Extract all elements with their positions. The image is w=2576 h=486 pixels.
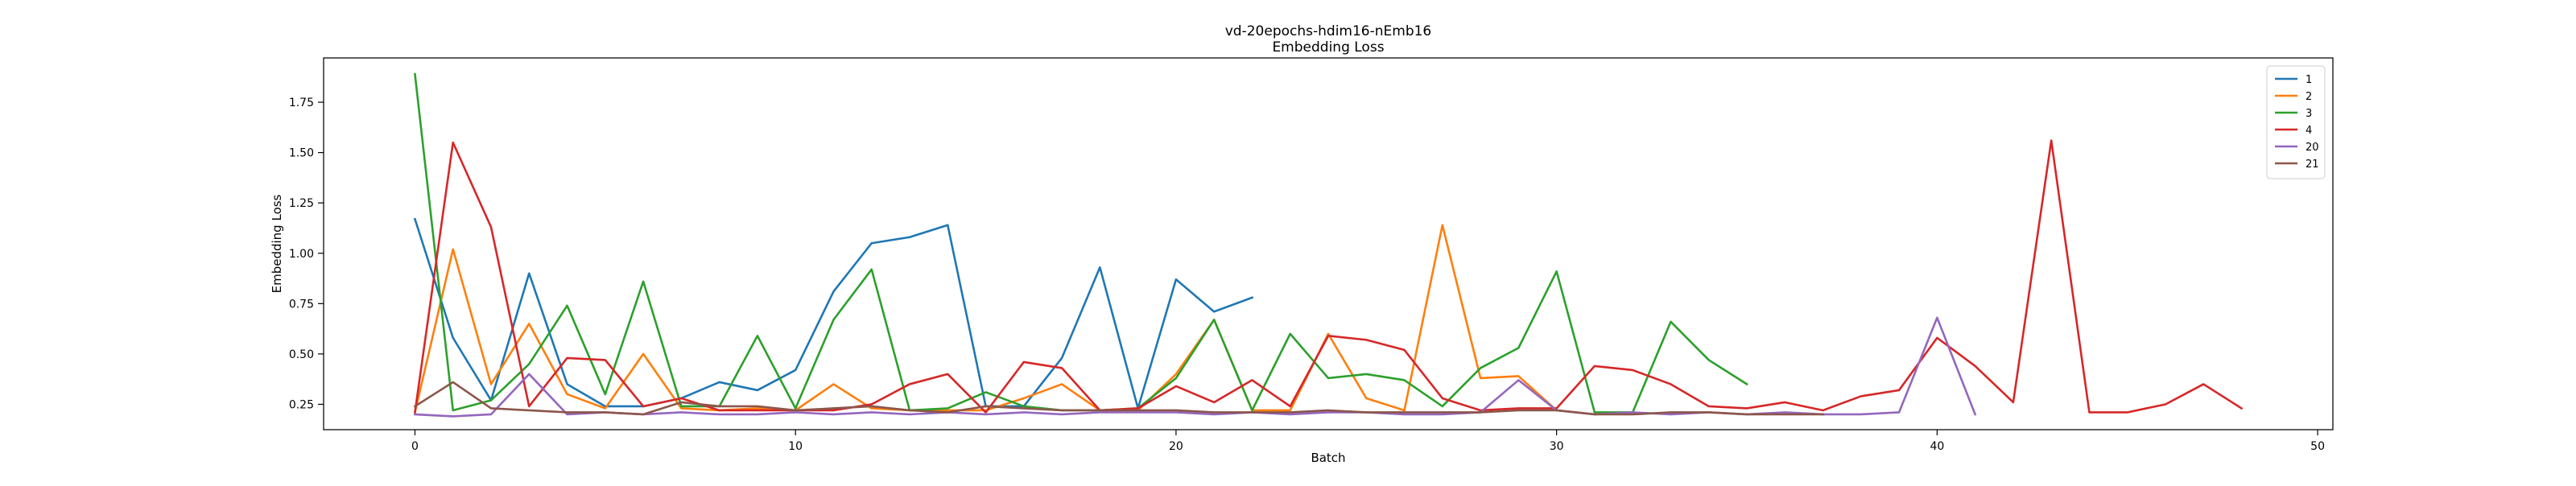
y-tick-label: 1.75 <box>289 97 314 109</box>
legend-label-20: 20 <box>2306 142 2319 154</box>
series-line-21 <box>413 381 1824 416</box>
legend-label-21: 21 <box>2306 159 2319 171</box>
x-axis-label: Batch <box>1311 451 1345 465</box>
y-axis-label: Embedding Loss <box>270 194 284 293</box>
legend-label-4: 4 <box>2306 125 2312 137</box>
series-line-4 <box>413 139 2244 414</box>
x-tick-label: 20 <box>1169 440 1183 453</box>
x-tick-label: 40 <box>1930 440 1944 453</box>
y-tick-label: 0.75 <box>289 298 314 311</box>
y-tick-label: 0.50 <box>289 348 314 361</box>
legend: 1 2 3 4 20 21 <box>2266 65 2326 179</box>
legend-label-1: 1 <box>2306 74 2312 86</box>
chart-title: vd-20epochs-hdim16-nEmb16 <box>1225 23 1432 39</box>
legend-label-2: 2 <box>2306 91 2312 103</box>
series-line-2 <box>413 224 1558 414</box>
series-lines <box>413 72 2244 418</box>
legend-box <box>2266 65 2326 179</box>
chart-subtitle: Embedding Loss <box>1272 39 1384 56</box>
x-tick-label: 10 <box>788 440 803 453</box>
x-tick-label: 30 <box>1550 440 1564 453</box>
x-tick-label: 50 <box>2310 440 2325 453</box>
legend-label-3: 3 <box>2306 108 2312 120</box>
y-tick-label: 1.50 <box>289 147 314 160</box>
y-tick-label: 0.25 <box>289 398 314 411</box>
x-tick-label: 0 <box>411 440 419 453</box>
axis-ticks: 0 10 20 30 40 50 0.25 0.50 0.75 1.00 1.25 1.50 1.75 <box>289 97 2325 453</box>
y-tick-label: 1.00 <box>289 248 314 261</box>
series-line-1 <box>413 217 1254 410</box>
y-tick-label: 1.25 <box>289 197 314 210</box>
plot-area-frame <box>323 57 2334 430</box>
